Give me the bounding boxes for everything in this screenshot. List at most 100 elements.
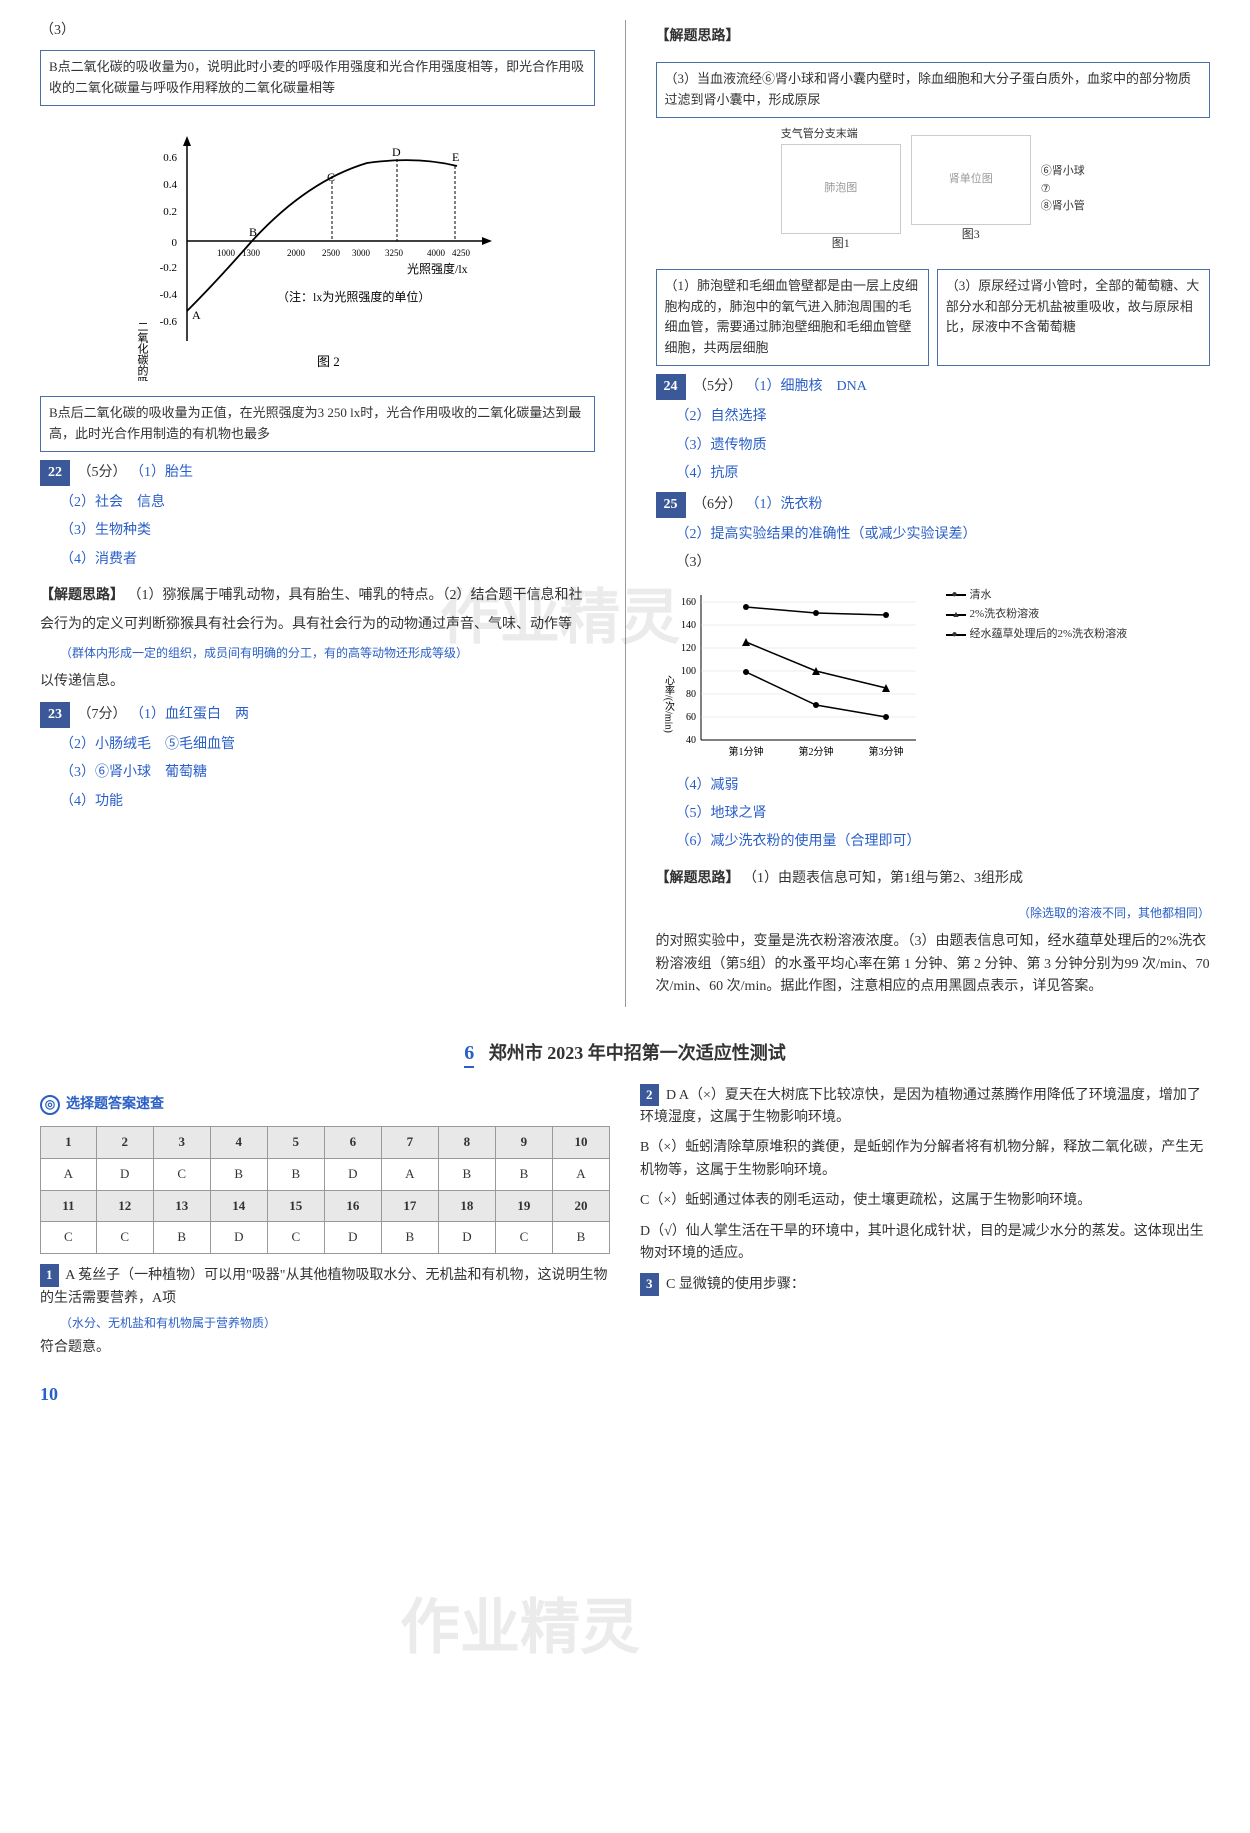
q23-num: 23 — [40, 702, 70, 728]
q22-note: （群体内形成一定的组织，成员间有明确的分工，有的高等动物还形成等级） — [60, 644, 595, 663]
q3-label: （3） — [40, 20, 595, 42]
svg-text:A: A — [192, 308, 201, 322]
right-explain-label: 【解题思路】 — [656, 26, 740, 48]
diagram3: 肾单位图 — [911, 135, 1031, 225]
label-6: ⑥肾小球 — [1041, 163, 1085, 181]
s6-q3-text: 显微镜的使用步骤： — [679, 1277, 805, 1292]
q25-note: （除选取的溶液不同，其他都相同） — [676, 904, 1211, 923]
chart2-container: 0.6 0.4 0.2 0 -0.2 -0.4 -0.6 A B C D E — [40, 116, 595, 386]
s6-q2-textC: C（×）蚯蚓通过体表的刚毛运动，使土壤更疏松，这属于生物影响环境。 — [640, 1190, 1210, 1212]
svg-text:3250: 3250 — [385, 248, 404, 258]
svg-text:第1分钟: 第1分钟 — [728, 745, 763, 758]
table-header-row: 1 2 3 4 5 6 7 8 9 10 — [41, 1127, 610, 1159]
diagram1-caption: 图1 — [781, 234, 901, 253]
bottom-section: ◎ 选择题答案速查 1 2 3 4 5 6 7 8 9 10 A D C B B — [40, 1084, 1210, 1360]
diagram1: 肺泡图 — [781, 144, 901, 234]
chart2-svg: 0.6 0.4 0.2 0 -0.2 -0.4 -0.6 A B C D E — [127, 121, 507, 381]
s6-q2-textB: B（×）蚯蚓清除草原堆积的粪便，是蚯蚓作为分解者将有机物分解，释放二氧化碳，产生… — [640, 1137, 1210, 1182]
label-7: ⑦ — [1041, 181, 1085, 199]
diagram1-parts: 支气管分支末端 — [781, 126, 901, 144]
s6-q2-num: 2 — [640, 1084, 659, 1107]
q22-a2: （2）社会 信息 — [60, 492, 595, 514]
right-box-left: （1）肺泡壁和毛细血管壁都是由一层上皮细胞构成的，肺泡中的氧气进入肺泡周围的毛细… — [656, 269, 929, 366]
q22: 22 （5分） （1）胎生 （2）社会 信息 （3）生物种类 （4）消费者 【解… — [40, 460, 595, 694]
svg-text:D: D — [392, 145, 401, 159]
q23-score: （7分） — [78, 707, 127, 722]
q25-legend: 清水 2%洗衣粉溶液 经水蕴草处理后的2%洗衣粉溶液 — [946, 585, 1128, 765]
quick-answer-title: ◎ 选择题答案速查 — [40, 1094, 610, 1116]
svg-text:80: 80 — [686, 689, 696, 700]
s6-q1-text2: 符合题意。 — [40, 1337, 610, 1359]
section6-title: 6 郑州市 2023 年中招第一次适应性测试 — [40, 1037, 1210, 1069]
svg-text:0.4: 0.4 — [164, 179, 178, 191]
left-column: （3） B点二氧化碳的吸收量为0，说明此时小麦的呼吸作用强度和光合作用强度相等，… — [40, 20, 595, 1007]
q25: 25 （6分） （1）洗衣粉 （2）提高实验结果的准确性（或减少实验误差） （3… — [656, 492, 1211, 999]
q23-a3: （3）⑥肾小球 葡萄糖 — [60, 762, 595, 784]
q25-a2: （2）提高实验结果的准确性（或减少实验误差） — [676, 524, 1211, 546]
svg-text:0: 0 — [172, 237, 178, 249]
svg-text:2000: 2000 — [287, 248, 306, 258]
right-box-top: （3）当血液流经⑥肾小球和肾小囊内壁时，除血细胞和大分子蛋白质外，血浆中的部分物… — [656, 62, 1211, 118]
answer-table: 1 2 3 4 5 6 7 8 9 10 A D C B B D A B B — [40, 1126, 610, 1254]
q24-a4: （4）抗原 — [676, 463, 1211, 485]
svg-text:3000: 3000 — [352, 248, 371, 258]
s6-q2-ans: D — [666, 1088, 676, 1103]
q24-num: 24 — [656, 374, 686, 400]
q24-a3: （3）遗传物质 — [676, 435, 1211, 457]
svg-text:0.2: 0.2 — [164, 206, 178, 218]
q24: 24 （5分） （1）细胞核 DNA （2）自然选择 （3）遗传物质 （4）抗原 — [656, 374, 1211, 486]
bottom-right: 2 D A（×）夏天在大树底下比较凉快，是因为植物通过蒸腾作用降低了环境温度，增… — [640, 1084, 1210, 1360]
svg-text:1000: 1000 — [217, 248, 236, 258]
svg-text:E: E — [452, 150, 459, 164]
q22-score: （5分） — [78, 465, 127, 480]
q25-explain: 【解题思路】 （1）由题表信息可知，第1组与第2、3组形成 — [656, 862, 1211, 896]
q25-a5: （5）地球之肾 — [676, 803, 1211, 825]
svg-text:（注：lx为光照强度的单位）: （注：lx为光照强度的单位） — [277, 289, 430, 304]
svg-text:-0.4: -0.4 — [160, 289, 178, 301]
svg-text:4250: 4250 — [452, 248, 471, 258]
table-row: C C B D C D B D C B — [41, 1222, 610, 1254]
q23-a4: （4）功能 — [60, 791, 595, 813]
svg-text:140: 140 — [681, 620, 696, 631]
q25-explain2: 的对照实验中，变量是洗衣粉溶液浓度。（3）由题表信息可知，经水蕴草处理后的2%洗… — [656, 931, 1211, 998]
s6-q3: 3 C 显微镜的使用步骤： — [640, 1273, 1210, 1296]
q22-a4: （4）消费者 — [60, 549, 595, 571]
q22-explain2: 以传递信息。 — [40, 671, 595, 693]
watermark: 作业精灵 — [400, 1580, 640, 1676]
right-column: 【解题思路】 （3）当血液流经⑥肾小球和肾小囊内壁时，除血细胞和大分子蛋白质外，… — [656, 20, 1211, 1007]
svg-text:40: 40 — [686, 735, 696, 746]
q25-a6: （6）减少洗衣粉的使用量（合理即可） — [676, 831, 1211, 853]
right-box-right: （3）原尿经过肾小管时，全部的葡萄糖、大部分水和部分无机盐被重吸收，故与原尿相比… — [937, 269, 1210, 366]
svg-text:120: 120 — [681, 643, 696, 654]
s6-q2-textD: D（√）仙人掌生活在干旱的环境中，其叶退化成针状，目的是减少水分的蒸发。这体现出… — [640, 1221, 1210, 1266]
q22-a1: （1）胎生 — [130, 465, 193, 480]
s6-q2-textA: A（×）夏天在大树底下比较凉快，是因为植物通过蒸腾作用降低了环境温度，增加了环境… — [640, 1088, 1201, 1125]
s6-q1-text1: 菟丝子（一种植物）可以用"吸器"从其他植物吸取水分、无机盐和有机物，这说明生物的… — [40, 1268, 608, 1305]
svg-text:光照强度/lx: 光照强度/lx — [407, 261, 468, 276]
page-number: 10 — [40, 1380, 1210, 1409]
svg-text:第3分钟: 第3分钟 — [868, 745, 903, 758]
s6-q3-ans: C — [666, 1277, 675, 1292]
svg-text:第2分钟: 第2分钟 — [798, 745, 833, 758]
column-divider — [625, 20, 626, 1007]
svg-text:图 2: 图 2 — [317, 354, 340, 369]
q22-a3: （3）生物种类 — [60, 520, 595, 542]
s6-q1-ans: A — [65, 1268, 74, 1283]
diagram-row: 支气管分支末端 肺泡图 图1 肾单位图 图3 ⑥肾小球 ⑦ ⑧肾小管 — [656, 126, 1211, 253]
svg-text:160: 160 — [681, 597, 696, 608]
q25-num: 25 — [656, 492, 686, 518]
q3-box2: B点后二氧化碳的吸收量为正值，在光照强度为3 250 lx时，光合作用吸收的二氧… — [40, 396, 595, 452]
table-row: A D C B B D A B B A — [41, 1158, 610, 1190]
q24-score: （5分） — [693, 379, 742, 394]
q25-a4: （4）减弱 — [676, 775, 1211, 797]
q25-chart-label: （3） — [676, 552, 1211, 574]
svg-text:0.6: 0.6 — [164, 152, 178, 164]
s6-q1-num: 1 — [40, 1264, 59, 1287]
q24-a1: （1）细胞核 DNA — [746, 379, 867, 394]
s6-q1-note: （水分、无机盐和有机物属于营养物质） — [60, 1314, 610, 1333]
q25-chart-svg: 160 140 120 100 80 60 40 心率/(次/min) — [656, 585, 936, 765]
q25-chart: 160 140 120 100 80 60 40 心率/(次/min) — [656, 585, 1211, 765]
table-header-row: 11 12 13 14 15 16 17 18 19 20 — [41, 1190, 610, 1222]
diagram3-caption: 图3 — [911, 225, 1031, 244]
q23: 23 （7分） （1）血红蛋白 两 （2）小肠绒毛 ⑤毛细血管 （3）⑥肾小球 … — [40, 702, 595, 814]
